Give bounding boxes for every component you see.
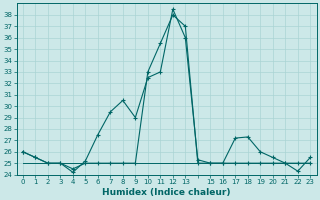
X-axis label: Humidex (Indice chaleur): Humidex (Indice chaleur) — [102, 188, 231, 197]
